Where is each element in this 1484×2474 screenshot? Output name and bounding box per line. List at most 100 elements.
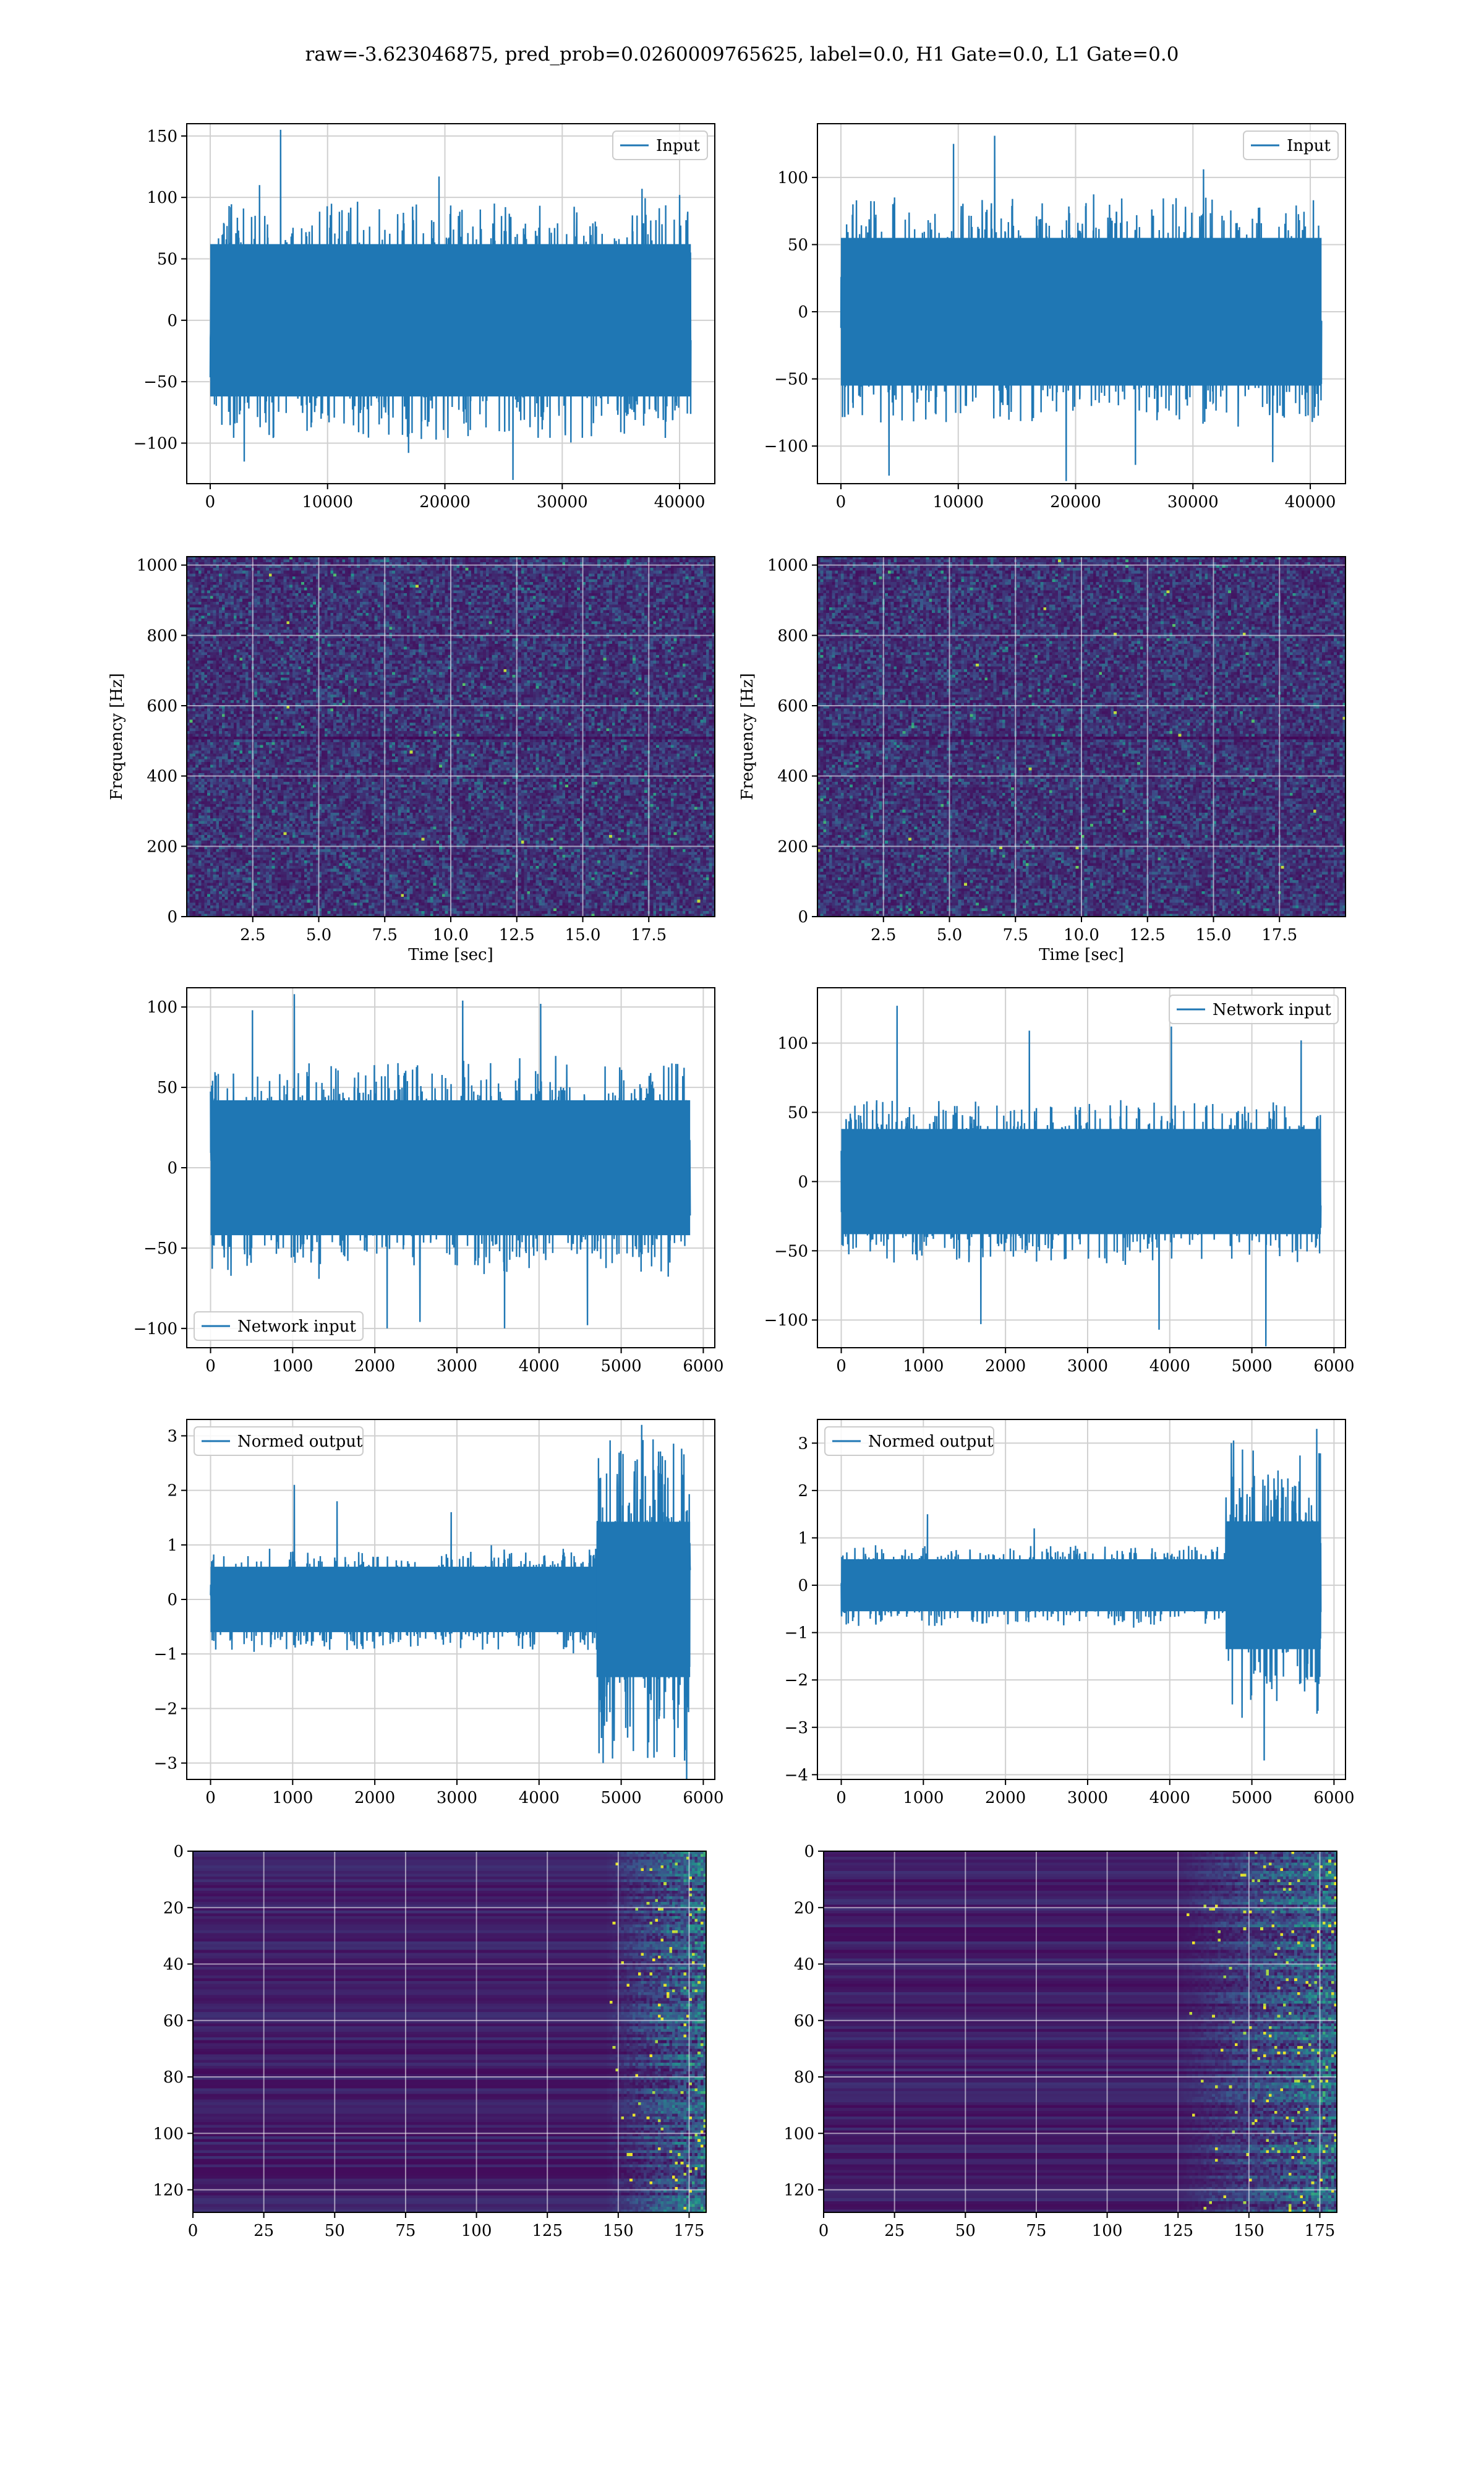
x-tick-label: 25	[884, 2222, 905, 2240]
x-tick-label: 0	[205, 1789, 216, 1807]
x-tick-label: 10.0	[433, 926, 469, 944]
y-tick-label: 60	[794, 2012, 814, 2031]
legend-box	[1169, 995, 1339, 1024]
y-tick-label: −4	[785, 1766, 808, 1784]
x-tick-label: 6000	[683, 1357, 723, 1376]
y-tick-label: 3	[798, 1434, 808, 1453]
x-tick-label: 4000	[1149, 1357, 1190, 1376]
x-tick-label: 4000	[1149, 1789, 1190, 1807]
legend: Normed output	[194, 1426, 364, 1456]
x-tick-label: 3000	[437, 1357, 477, 1376]
y-tick-label: −50	[143, 373, 177, 392]
subplot-r3c1: 0 1000 2000 3000 4000 5000 6000 −100 −50 0 50 100 Ne…	[134, 987, 723, 1376]
legend: Network input	[1169, 995, 1339, 1024]
y-tick-label: −1	[785, 1624, 808, 1643]
y-tick-label: 0	[798, 303, 808, 322]
x-tick-label: 5000	[1232, 1357, 1273, 1376]
subplot-r4c1: 0 1000 2000 3000 4000 5000 6000 −3 −2 −1 0 1 2 3 Norme…	[154, 1419, 724, 1807]
y-tick-label: −50	[774, 370, 808, 389]
x-tick-label: 1000	[903, 1357, 944, 1376]
ticks: 0 1000 2000 3000 4000 5000 6000 −4 −3 −2 −1 0 1 2 3	[785, 1434, 1355, 1807]
y-tick-label: 400	[147, 768, 177, 786]
x-tick-label: 4000	[519, 1789, 560, 1807]
x-axis-label: Time [sec]	[408, 946, 493, 964]
series-band	[210, 244, 691, 396]
y-tick-label: 200	[777, 837, 808, 856]
x-tick-label: 5.0	[937, 926, 962, 944]
y-tick-label: 100	[777, 169, 808, 187]
y-tick-label: 0	[167, 1159, 177, 1178]
y-tick-label: 1	[798, 1529, 808, 1547]
y-tick-label: 100	[777, 1035, 808, 1053]
ticks: 0 25 50 75 100 125 150 175 0 20 40 60 80 100 120	[153, 1843, 704, 2240]
y-tick-label: 50	[157, 250, 177, 268]
legend-label: Normed output	[237, 1432, 363, 1451]
x-tick-label: 7.5	[1003, 926, 1028, 944]
x-tick-label: 0	[205, 1357, 216, 1376]
legend: Network input	[194, 1311, 364, 1341]
y-tick-label: 0	[804, 1843, 814, 1861]
subplot-r5c1: 0 25 50 75 100 125 150 175 0 20 40 60 80 100 120	[153, 1843, 707, 2240]
y-tick-label: −100	[764, 437, 808, 456]
legend-label: Input	[656, 137, 700, 155]
x-tick-label: 10000	[932, 493, 984, 511]
legend-box	[612, 131, 708, 160]
y-tick-label: −50	[143, 1239, 177, 1258]
y-tick-label: 800	[147, 627, 177, 645]
x-tick-label: 3000	[1067, 1357, 1108, 1376]
y-tick-label: −2	[785, 1671, 808, 1690]
x-tick-label: 3000	[1067, 1789, 1108, 1807]
subplot-r4c2: 0 1000 2000 3000 4000 5000 6000 −4 −3 −2 −1 0 1 2 3 Nor…	[785, 1419, 1355, 1807]
y-tick-label: 0	[798, 908, 808, 927]
x-tick-label: 6000	[1313, 1789, 1354, 1807]
x-tick-label: 1000	[272, 1357, 313, 1376]
ticks: 0 25 50 75 100 125 150 175 0 20 40 60 80 100 120	[783, 1843, 1335, 2240]
x-tick-label: 7.5	[372, 926, 398, 944]
x-tick-label: 50	[325, 2222, 345, 2240]
x-tick-label: 40000	[654, 493, 706, 511]
y-tick-label: 1	[167, 1536, 177, 1555]
axes-frame	[186, 123, 715, 484]
subplot-r2c1: 2.5 5.0 7.5 10.0 12.5 15.0 17.5 0 200 400 600 800 10…	[108, 556, 715, 964]
y-tick-label: 1000	[767, 557, 808, 575]
x-tick-label: 10000	[302, 493, 353, 511]
y-tick-label: 50	[788, 236, 808, 254]
y-tick-label: 200	[147, 837, 177, 856]
y-tick-label: 0	[798, 1577, 808, 1595]
axes-frame	[817, 123, 1346, 484]
subplot-r1c2: 0 10000 20000 30000 40000 −100 −50 0 50 100 Input	[764, 123, 1346, 511]
y-tick-label: 20	[794, 1899, 814, 1917]
x-tick-label: 100	[1092, 2222, 1123, 2240]
subplot-r3c2: 0 1000 2000 3000 4000 5000 6000 −100 −50 0 50 100 Ne…	[764, 987, 1354, 1376]
feature-map-image	[824, 1851, 1337, 2212]
x-tick-label: 40000	[1285, 493, 1336, 511]
y-tick-label: 400	[777, 768, 808, 786]
x-tick-label: 50	[955, 2222, 976, 2240]
subplot-r5c2: 0 25 50 75 100 125 150 175 0 20 40 60 80 100 120	[783, 1843, 1337, 2240]
y-tick-label: −3	[154, 1755, 177, 1773]
y-tick-label: 50	[157, 1079, 177, 1097]
x-tick-label: 150	[603, 2222, 634, 2240]
ticks: 0 1000 2000 3000 4000 5000 6000 −3 −2 −1 0 1 2 3	[154, 1427, 724, 1807]
x-tick-label: 20000	[1050, 493, 1101, 511]
axes-frame	[817, 1419, 1346, 1780]
y-tick-label: −1	[154, 1645, 177, 1664]
y-tick-label: −3	[785, 1719, 808, 1737]
x-tick-label: 15.0	[565, 926, 601, 944]
axes-frame	[823, 1851, 1337, 2213]
x-axis-label: Time [sec]	[1039, 946, 1124, 964]
x-tick-label: 0	[836, 1789, 846, 1807]
series-burst-band	[596, 1522, 691, 1677]
legend-box	[194, 1311, 364, 1341]
y-tick-label: 0	[167, 312, 177, 330]
x-tick-label: 0	[819, 2222, 829, 2240]
x-tick-label: 12.5	[499, 926, 535, 944]
subplot-r1c1: 0 10000 20000 30000 40000 −100 −50 0 50 100 150 Inp…	[134, 123, 715, 511]
x-tick-label: 0	[836, 493, 846, 511]
y-tick-label: 120	[783, 2181, 814, 2200]
x-tick-label: 17.5	[631, 926, 667, 944]
x-tick-label: 125	[1162, 2222, 1193, 2240]
y-tick-label: −100	[134, 434, 177, 453]
x-tick-label: 2000	[354, 1789, 395, 1807]
